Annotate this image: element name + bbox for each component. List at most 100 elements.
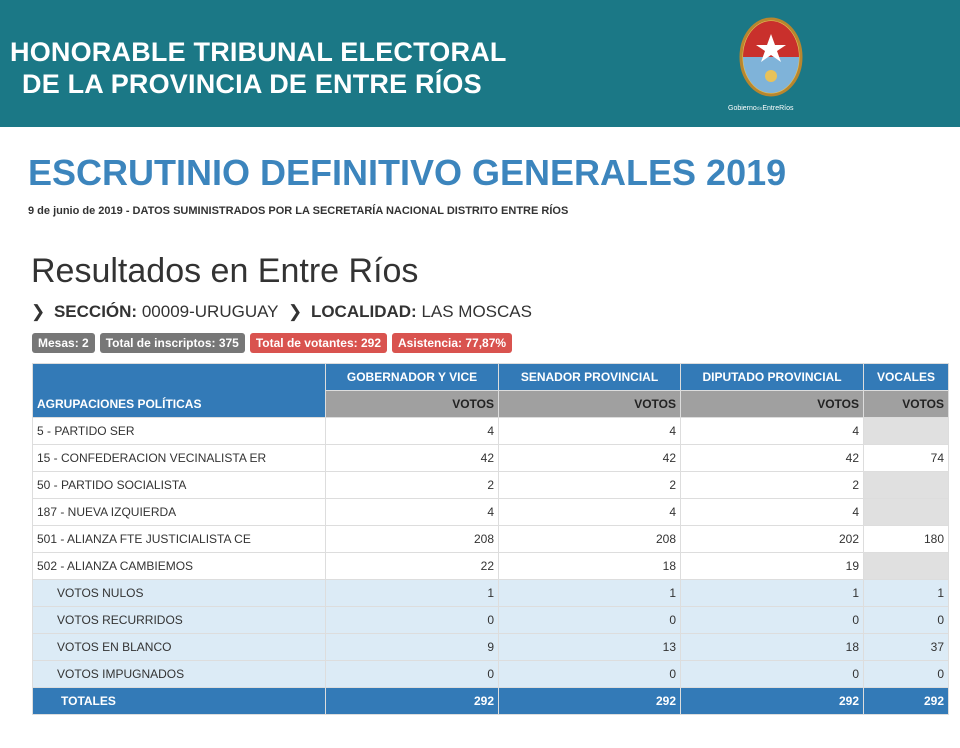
- cell: 1: [498, 579, 681, 607]
- cell: 0: [680, 606, 864, 634]
- column-header: VOCALES: [863, 363, 949, 391]
- cell: 0: [325, 606, 499, 634]
- row: VOTOS RECURRIDOS 0 0 0 0: [32, 606, 949, 634]
- cell: 292: [680, 687, 864, 715]
- cell: 74: [863, 444, 949, 472]
- logo-text: GobiernodeEntreRíos: [728, 105, 793, 112]
- header-row: AGRUPACIONES POLÍTICAS GOBERNADOR Y VICE S…: [32, 363, 949, 418]
- cell: 0: [498, 660, 681, 688]
- cell: 1: [863, 579, 949, 607]
- cell: 2: [498, 471, 681, 499]
- location: ❯ SECCIÓN: 00009-URUGUAY ❯ LOCALIDAD: LA…: [31, 302, 532, 321]
- badge: Mesas: 2: [32, 333, 95, 353]
- row: VOTOS EN BLANCO 9 13 18 37: [32, 633, 949, 661]
- cell: 37: [863, 633, 949, 661]
- cell: [863, 471, 949, 499]
- subheader-row: VOTOS VOTOS VOTOS VOTOS: [33, 390, 949, 418]
- row-label: VOTOS NULOS: [32, 579, 326, 607]
- logo: [739, 17, 803, 97]
- row: 501 - ALIANZA FTE JUSTICIALISTA CE 208 208…: [32, 525, 949, 553]
- cell: 0: [498, 606, 681, 634]
- cell: 18: [680, 633, 864, 661]
- cell: 18: [498, 552, 681, 580]
- logo-text-part: EntreRíos: [762, 105, 794, 112]
- row-label: VOTOS RECURRIDOS: [32, 606, 326, 634]
- subheader: VOTOS: [680, 390, 864, 418]
- cell: 0: [680, 660, 864, 688]
- results-title: Resultados en Entre Ríos: [31, 252, 419, 290]
- page-title: ESCRUTINIO DEFINITIVO GENERALES 2019: [28, 152, 787, 193]
- row: VOTOS NULOS 1 1 1 1: [32, 579, 949, 607]
- cell: [863, 417, 949, 445]
- cell: 4: [680, 417, 864, 445]
- page-subtitle: 9 de junio de 2019 - DATOS SUMINISTRADOS…: [28, 205, 569, 217]
- badge: Asistencia: 77,87%: [392, 333, 513, 353]
- cell: [863, 498, 949, 526]
- column-header: DIPUTADO PROVINCIAL: [680, 363, 864, 391]
- row-label: 5 - PARTIDO SER: [32, 417, 326, 445]
- value: LAS MOSCAS: [421, 302, 532, 321]
- cell: 292: [325, 687, 499, 715]
- row-label: 501 - ALIANZA FTE JUSTICIALISTA CE: [32, 525, 326, 553]
- cell: 42: [680, 444, 864, 472]
- cell: 1: [325, 579, 499, 607]
- cell: 202: [680, 525, 864, 553]
- cell: 2: [680, 471, 864, 499]
- badges: Mesas: 2 Total de inscriptos: 375 Total de…: [32, 333, 513, 353]
- cell: 180: [863, 525, 949, 553]
- column-header: SENADOR PROVINCIAL: [498, 363, 681, 391]
- badge: Total de votantes: 292: [249, 333, 388, 353]
- results-table: AGRUPACIONES POLÍTICAS GOBERNADOR Y VICE S…: [32, 363, 949, 715]
- row-label: 502 - ALIANZA CAMBIEMOS: [32, 552, 326, 580]
- value: 00009-URUGUAY: [141, 302, 279, 321]
- subheader: VOTOS: [498, 390, 681, 418]
- cell: 19: [680, 552, 864, 580]
- cell: 1: [680, 579, 864, 607]
- cell: 42: [498, 444, 681, 472]
- cell: 208: [498, 525, 681, 553]
- cell: 0: [863, 660, 949, 688]
- label: SECCIÓN:: [53, 302, 138, 321]
- cell: 13: [498, 633, 681, 661]
- row-label: 50 - PARTIDO SOCIALISTA: [32, 471, 326, 499]
- row-label: 15 - CONFEDERACION VECINALISTA ER: [32, 444, 326, 472]
- row-label: TOTALES: [32, 687, 326, 715]
- cell: 4: [498, 417, 681, 445]
- cell: 0: [863, 606, 949, 634]
- cell: 0: [325, 660, 499, 688]
- logo-text-part: Gobierno: [728, 105, 757, 112]
- logo-text-part: de: [756, 106, 763, 112]
- cell: 42: [325, 444, 499, 472]
- badge: Total de inscriptos: 375: [99, 333, 245, 353]
- row: 50 - PARTIDO SOCIALISTA 2 2 2: [32, 471, 949, 499]
- cell: 4: [325, 498, 499, 526]
- row: TOTALES 292 292 292 292: [32, 687, 949, 715]
- row-label: VOTOS IMPUGNADOS: [32, 660, 326, 688]
- cell: 4: [498, 498, 681, 526]
- row: 15 - CONFEDERACION VECINALISTA ER 42 42 42 7…: [32, 444, 949, 472]
- header-title: DE LA PROVINCIA DE ENTRE RÍOS: [22, 69, 482, 99]
- cell: 22: [325, 552, 499, 580]
- cell: [863, 552, 949, 580]
- header: HONORABLE TRIBUNAL ELECTORAL DE LA PROVI…: [0, 0, 960, 127]
- column-header: GOBERNADOR Y VICE: [325, 363, 499, 391]
- subheader: VOTOS: [863, 390, 949, 418]
- row: VOTOS IMPUGNADOS 0 0 0 0: [32, 660, 949, 688]
- subheader: VOTOS: [325, 390, 499, 418]
- row: 502 - ALIANZA CAMBIEMOS 22 18 19: [32, 552, 949, 580]
- cell: 292: [863, 687, 949, 715]
- column-header: AGRUPACIONES POLÍTICAS: [32, 363, 326, 418]
- row-label: VOTOS EN BLANCO: [32, 633, 326, 661]
- cell: 208: [325, 525, 499, 553]
- row: 5 - PARTIDO SER 4 4 4: [32, 417, 949, 445]
- cell: 4: [325, 417, 499, 445]
- row-label: 187 - NUEVA IZQUIERDA: [32, 498, 326, 526]
- cell: 2: [325, 471, 499, 499]
- row: 187 - NUEVA IZQUIERDA 4 4 4: [32, 498, 949, 526]
- cell: 292: [498, 687, 681, 715]
- cell: 4: [680, 498, 864, 526]
- header-title: HONORABLE TRIBUNAL ELECTORAL: [10, 37, 507, 67]
- cell: 9: [325, 633, 499, 661]
- label: LOCALIDAD:: [310, 302, 417, 321]
